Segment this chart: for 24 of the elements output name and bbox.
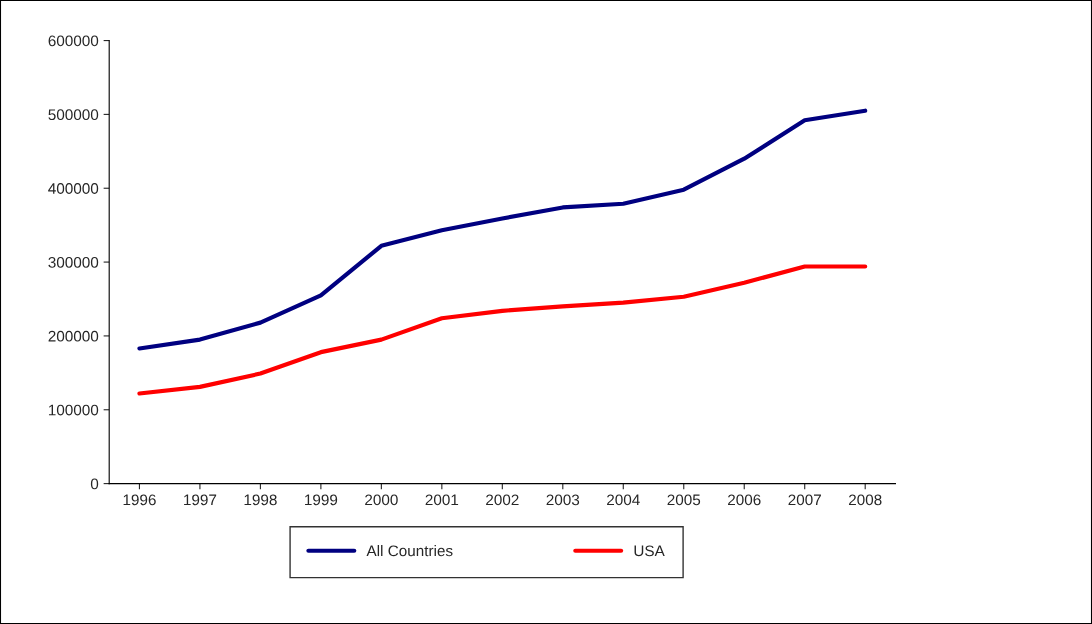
x-tick-label: 2005: [667, 494, 701, 506]
x-tick-label: 2008: [848, 494, 882, 506]
y-tick-label: 0: [90, 478, 99, 490]
x-tick-label: 2006: [728, 494, 761, 506]
y-tick-label: 200000: [48, 330, 99, 342]
x-tick-label: 2001: [425, 494, 459, 506]
x-tick-label: 1999: [305, 494, 338, 506]
line-series: [137, 264, 868, 396]
y-tick-label: 100000: [48, 404, 99, 416]
line-series: [137, 108, 868, 351]
legend-label: All Countries: [366, 545, 453, 557]
x-tick-label: 2007: [788, 494, 821, 506]
y-tick-label: 600000: [48, 35, 99, 47]
x-tick-label: 2002: [486, 494, 519, 506]
y-tick-label: 400000: [48, 183, 99, 194]
y-tick-label: 500000: [48, 109, 99, 121]
x-tick-label: 1998: [244, 494, 277, 506]
x-tick-label: 2000: [365, 494, 398, 506]
legend-label: USA: [634, 545, 665, 557]
x-tick-label: 1997: [184, 494, 217, 506]
x-tick-label: 2003: [546, 494, 580, 506]
y-tick-label: 300000: [48, 256, 99, 268]
x-tick-label: 2004: [607, 494, 640, 506]
x-tick-label: 1996: [123, 494, 156, 506]
